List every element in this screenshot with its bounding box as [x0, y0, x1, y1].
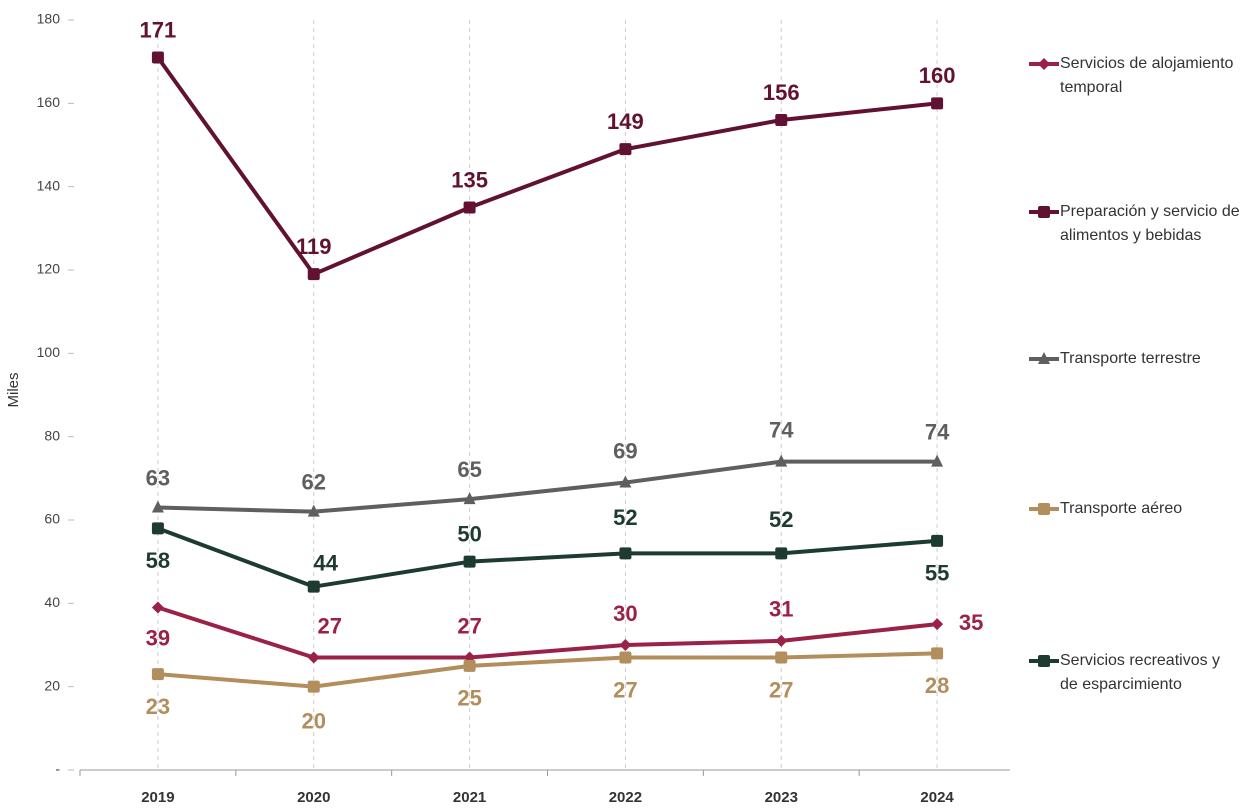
- y-tick-label: 140: [37, 177, 61, 193]
- marker: [152, 52, 164, 64]
- series-line: [158, 462, 937, 512]
- marker: [464, 202, 476, 214]
- legend-label: Servicios de alojamiento temporal: [1060, 52, 1240, 100]
- data-label: 27: [613, 677, 637, 702]
- marker: [464, 660, 476, 672]
- y-tick-label: 100: [37, 344, 61, 360]
- data-label: 27: [318, 613, 342, 638]
- y-tick-label: 160: [37, 94, 61, 110]
- data-label: 30: [613, 601, 637, 626]
- legend-label: Preparación y servicio de alimentos y be…: [1060, 200, 1240, 248]
- legend-label: Transporte terrestre: [1060, 347, 1240, 371]
- legend-label: Servicios recreativos y de esparcimiento: [1060, 649, 1240, 697]
- legend-icon: [1028, 499, 1060, 519]
- data-label: 28: [925, 673, 949, 698]
- legend-item: Transporte terrestre: [1028, 347, 1243, 371]
- marker: [308, 581, 320, 593]
- marker: [464, 556, 476, 568]
- marker: [152, 522, 164, 534]
- marker: [619, 639, 631, 651]
- data-label: 69: [613, 438, 637, 463]
- data-label: 149: [607, 109, 644, 134]
- series-line: [158, 528, 937, 586]
- legend-item: Preparación y servicio de alimentos y be…: [1028, 200, 1243, 248]
- legend-marker: [1038, 503, 1050, 515]
- legend-icon: [1028, 651, 1060, 671]
- marker: [775, 114, 787, 126]
- data-label: 63: [146, 465, 170, 490]
- series-line: [158, 653, 937, 686]
- data-label: 23: [146, 694, 170, 719]
- data-label: 171: [140, 17, 177, 42]
- marker: [775, 652, 787, 664]
- legend-label: Transporte aéreo: [1060, 497, 1240, 521]
- series-line: [158, 58, 937, 275]
- data-label: 39: [146, 625, 170, 650]
- x-tick-label: 2021: [453, 789, 486, 806]
- marker: [308, 268, 320, 280]
- data-label: 52: [769, 507, 793, 532]
- legend-item: Servicios de alojamiento temporal: [1028, 52, 1243, 100]
- legend-icon: [1028, 202, 1060, 222]
- data-label: 65: [457, 457, 481, 482]
- y-axis-label: Miles: [5, 372, 22, 407]
- y-tick-label: 20: [44, 677, 60, 693]
- legend-icon: [1028, 349, 1060, 369]
- marker: [775, 547, 787, 559]
- marker: [152, 668, 164, 680]
- data-label: 50: [457, 521, 481, 546]
- marker: [152, 602, 164, 614]
- data-label: 25: [457, 686, 481, 711]
- page: Miles -204060801001201401601802019202020…: [0, 0, 1249, 810]
- x-tick-label: 2019: [141, 789, 174, 806]
- x-tick-label: 2024: [920, 789, 954, 806]
- x-tick-label: 2023: [765, 789, 798, 806]
- series-line: [158, 608, 937, 658]
- marker: [308, 681, 320, 693]
- marker: [619, 143, 631, 155]
- y-tick-label: 40: [44, 594, 60, 610]
- data-label: 74: [925, 419, 950, 444]
- y-tick-label: 120: [37, 261, 61, 277]
- marker: [931, 647, 943, 659]
- data-label: 74: [769, 417, 794, 442]
- data-label: 160: [919, 63, 956, 88]
- data-label: 44: [314, 550, 339, 575]
- y-tick-label: 80: [44, 427, 60, 443]
- data-label: 58: [146, 548, 170, 573]
- data-label: 27: [457, 613, 481, 638]
- y-tick-label: 60: [44, 511, 60, 527]
- marker: [931, 535, 943, 547]
- data-label: 62: [302, 469, 326, 494]
- legend-icon: [1028, 54, 1060, 74]
- marker: [931, 97, 943, 109]
- y-tick-label: 180: [37, 11, 61, 27]
- data-label: 55: [925, 561, 949, 586]
- x-tick-label: 2020: [297, 789, 330, 806]
- data-label: 119: [296, 234, 332, 259]
- legend-marker: [1038, 58, 1050, 70]
- data-label: 35: [959, 610, 983, 635]
- marker: [308, 652, 320, 664]
- data-label: 52: [613, 505, 637, 530]
- legend-marker: [1038, 206, 1050, 218]
- legend-item: Transporte aéreo: [1028, 497, 1243, 521]
- x-tick-label: 2022: [609, 789, 642, 806]
- data-label: 156: [763, 80, 800, 105]
- marker: [619, 547, 631, 559]
- legend-item: Servicios recreativos y de esparcimiento: [1028, 649, 1243, 697]
- legend-marker: [1038, 655, 1050, 667]
- data-label: 31: [769, 597, 793, 622]
- data-label: 135: [451, 167, 488, 192]
- y-tick-label: -: [55, 761, 60, 777]
- data-label: 20: [302, 708, 326, 733]
- marker: [775, 635, 787, 647]
- marker: [619, 652, 631, 664]
- data-label: 27: [769, 677, 793, 702]
- marker: [931, 618, 943, 630]
